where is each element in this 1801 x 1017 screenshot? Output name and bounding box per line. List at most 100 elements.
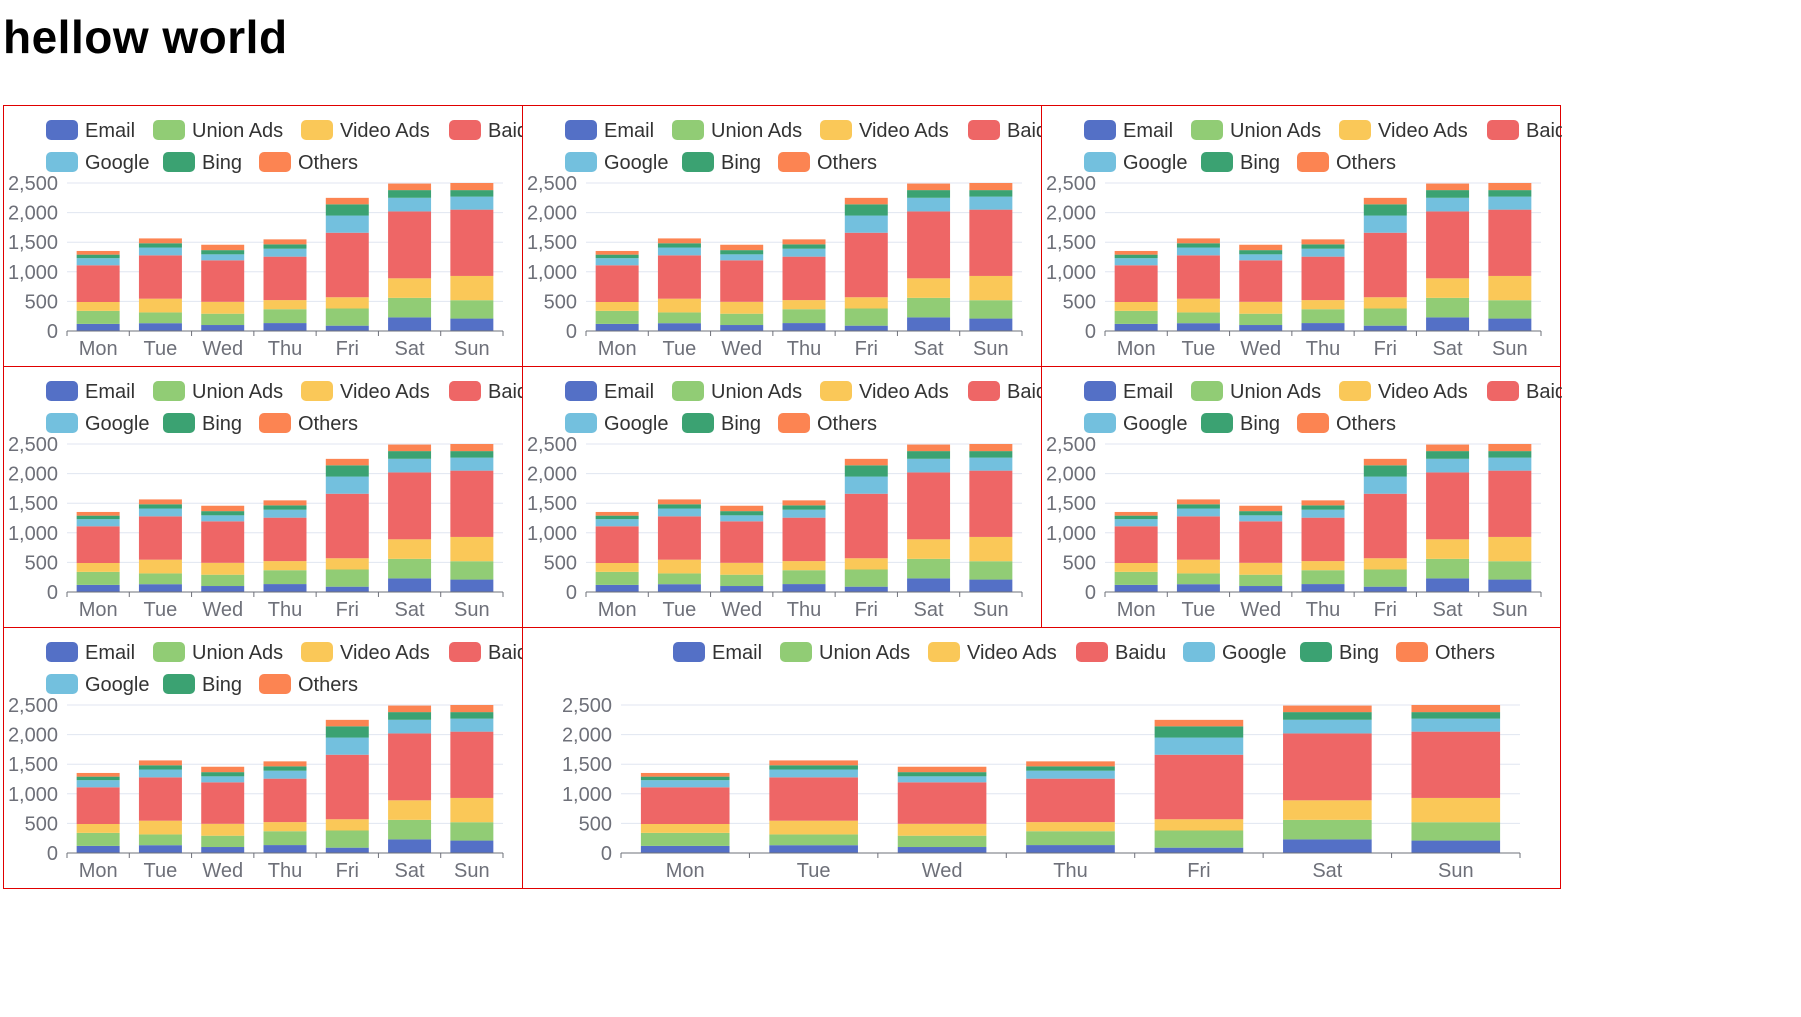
legend-item-video-ads[interactable]: Video Ads (820, 120, 949, 142)
legend-label: Others (298, 413, 358, 435)
bar-bing-sat (1426, 190, 1470, 198)
legend-item-video-ads[interactable]: Video Ads (1339, 120, 1468, 142)
legend-label: Email (1123, 381, 1173, 403)
y-tick-label: 500 (25, 291, 58, 313)
legend-item-bing[interactable]: Bing (1201, 413, 1280, 435)
legend-item-union-ads[interactable]: Union Ads (153, 642, 283, 664)
bar-video-ads-wed (1239, 301, 1283, 314)
legend-item-bing[interactable]: Bing (682, 152, 761, 174)
legend-label: Baidu (1526, 381, 1562, 403)
legend-item-baidu[interactable]: Baidu (1076, 642, 1166, 664)
bar-email-sat (1283, 839, 1372, 853)
legend-item-google[interactable]: Google (565, 413, 669, 435)
bar-bing-thu (1301, 244, 1345, 249)
x-tick-label: Fri (336, 599, 359, 621)
legend-item-others[interactable]: Others (778, 413, 877, 435)
legend-item-baidu[interactable]: Baidu (449, 381, 524, 403)
legend-item-google[interactable]: Google (1183, 642, 1287, 664)
bar-others-tue (138, 499, 182, 505)
bar-video-ads-tue (138, 559, 182, 574)
legend-item-union-ads[interactable]: Union Ads (672, 120, 802, 142)
legend-swatch (1183, 642, 1215, 662)
legend-item-others[interactable]: Others (1297, 152, 1396, 174)
legend-item-others[interactable]: Others (259, 152, 358, 174)
legend-item-email[interactable]: Email (1084, 381, 1173, 403)
legend-swatch (968, 381, 1000, 401)
bar-email-tue (138, 845, 182, 853)
bar-video-ads-wed (720, 562, 764, 575)
legend-item-others[interactable]: Others (259, 674, 358, 696)
bar-baidu-fri (325, 232, 369, 298)
bar-google-mon (76, 258, 120, 266)
legend-item-email[interactable]: Email (565, 120, 654, 142)
legend-item-union-ads[interactable]: Union Ads (672, 381, 802, 403)
legend-item-email[interactable]: Email (46, 120, 135, 142)
bar-google-tue (1176, 247, 1220, 256)
bar-email-mon (595, 323, 639, 331)
legend-item-union-ads[interactable]: Union Ads (780, 642, 910, 664)
legend-item-others[interactable]: Others (259, 413, 358, 435)
bar-google-fri (325, 215, 369, 233)
legend-item-video-ads[interactable]: Video Ads (301, 642, 430, 664)
legend-item-google[interactable]: Google (46, 674, 150, 696)
legend-item-email[interactable]: Email (46, 642, 135, 664)
bar-union-ads-mon (76, 310, 120, 324)
legend-item-bing[interactable]: Bing (163, 413, 242, 435)
bar-google-wed (720, 515, 764, 522)
bar-email-wed (201, 325, 245, 331)
legend-item-google[interactable]: Google (1084, 413, 1188, 435)
bar-others-sun (1488, 444, 1532, 452)
x-tick-label: Tue (144, 860, 178, 882)
legend-item-baidu[interactable]: Baidu (968, 120, 1043, 142)
bar-email-tue (138, 323, 182, 331)
legend-item-bing[interactable]: Bing (1300, 642, 1379, 664)
legend-label: Others (298, 674, 358, 696)
legend-item-google[interactable]: Google (565, 152, 669, 174)
legend-item-google[interactable]: Google (46, 152, 150, 174)
legend-item-baidu[interactable]: Baidu (968, 381, 1043, 403)
legend-item-google[interactable]: Google (46, 413, 150, 435)
legend-item-union-ads[interactable]: Union Ads (1191, 381, 1321, 403)
stacked-bar-chart: Email Union Ads Video Ads Baidu Google Bing Ot… (562, 642, 1521, 882)
legend-item-bing[interactable]: Bing (1201, 152, 1280, 174)
legend-item-others[interactable]: Others (1396, 642, 1495, 664)
bar-baidu-thu (1301, 517, 1345, 562)
legend-swatch (163, 152, 195, 172)
y-tick-label: 500 (25, 552, 58, 574)
legend-item-video-ads[interactable]: Video Ads (820, 381, 949, 403)
bar-bing-mon (640, 776, 730, 781)
legend-item-email[interactable]: Email (46, 381, 135, 403)
bar-email-tue (657, 323, 701, 331)
legend-item-video-ads[interactable]: Video Ads (928, 642, 1057, 664)
legend-item-video-ads[interactable]: Video Ads (301, 381, 430, 403)
bar-video-ads-wed (201, 562, 245, 575)
legend-item-email[interactable]: Email (673, 642, 762, 664)
bar-others-mon (76, 250, 120, 255)
legend-item-google[interactable]: Google (1084, 152, 1188, 174)
legend-item-baidu[interactable]: Baidu (1487, 120, 1562, 142)
legend-item-video-ads[interactable]: Video Ads (1339, 381, 1468, 403)
legend-item-bing[interactable]: Bing (163, 152, 242, 174)
legend-item-email[interactable]: Email (1084, 120, 1173, 142)
legend-item-baidu[interactable]: Baidu (1487, 381, 1562, 403)
legend-item-baidu[interactable]: Baidu (449, 642, 524, 664)
bar-email-sun (1488, 579, 1532, 592)
bar-email-mon (1114, 323, 1158, 331)
bar-google-sat (388, 197, 432, 212)
legend-item-others[interactable]: Others (1297, 413, 1396, 435)
legend-label: Video Ads (340, 642, 430, 664)
legend-swatch (1487, 120, 1519, 140)
legend-item-union-ads[interactable]: Union Ads (1191, 120, 1321, 142)
legend-item-email[interactable]: Email (565, 381, 654, 403)
legend-item-bing[interactable]: Bing (682, 413, 761, 435)
legend-item-union-ads[interactable]: Union Ads (153, 381, 283, 403)
bar-video-ads-thu (263, 561, 307, 571)
legend-item-others[interactable]: Others (778, 152, 877, 174)
bar-video-ads-tue (1176, 298, 1220, 313)
legend-item-video-ads[interactable]: Video Ads (301, 120, 430, 142)
legend-item-bing[interactable]: Bing (163, 674, 242, 696)
x-tick-label: Sat (395, 338, 425, 360)
legend-item-baidu[interactable]: Baidu (449, 120, 524, 142)
legend-item-union-ads[interactable]: Union Ads (153, 120, 283, 142)
y-tick-label: 1,500 (527, 232, 577, 254)
